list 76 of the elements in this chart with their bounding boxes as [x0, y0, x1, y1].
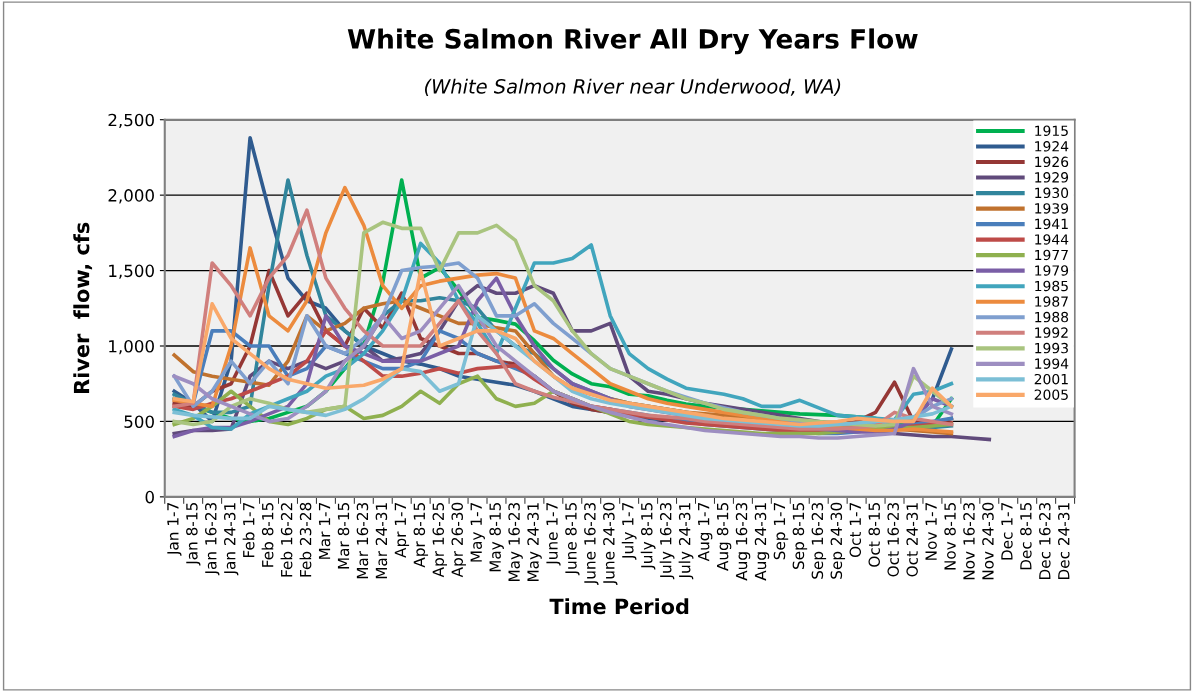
legend-label: 1987: [1035, 296, 1068, 307]
x-tick-label: Oct 1-7: [849, 503, 862, 558]
x-tick-label: Mar 24-31: [375, 503, 388, 579]
legend-label: 1985: [1035, 280, 1068, 292]
legend-label: 2005: [1034, 389, 1068, 400]
legend-label: 1915: [1035, 125, 1068, 137]
x-tick-label: Feb 23-28: [299, 502, 312, 577]
x-tick-label: Apr 1-7: [394, 503, 410, 558]
x-tick-label: Mar 8-15: [337, 503, 350, 569]
x-tick-label: Feb 16-22: [280, 503, 293, 577]
x-tick-label: July 16-23: [659, 502, 675, 580]
x-axis-title: Time Period: [549, 598, 689, 615]
legend-label: 1924: [1035, 141, 1069, 152]
y-tick-label: 2,000: [108, 189, 154, 204]
legend-label: 1941: [1035, 218, 1068, 230]
x-tick-label: Oct 16-23: [887, 502, 899, 577]
x-tick-label: Oct 8-15: [868, 503, 881, 567]
x-tick-label: Dec 1-7: [1001, 503, 1013, 560]
x-tick-label: Dec 8-15: [1020, 503, 1032, 570]
x-tick-label: Jan 24-31: [223, 503, 239, 576]
x-tick-label: July 24-31: [678, 503, 694, 580]
legend-label: 1979: [1035, 265, 1069, 276]
x-tick-label: Oct 24-31: [906, 503, 918, 577]
x-tick-label: Sep 24-30: [830, 502, 846, 579]
legend-label: 1977: [1035, 249, 1068, 261]
x-tick-label: Jan 16-23: [205, 502, 220, 576]
x-tick-label: Sep 8-15: [792, 503, 808, 570]
x-tick-label: Apr 8-15: [413, 503, 429, 568]
legend-label: 1939: [1035, 203, 1069, 214]
y-tick-label: 1,000: [109, 339, 154, 355]
legend-label: 1992: [1035, 327, 1068, 338]
x-tick-label: May 8-15: [489, 503, 504, 572]
x-tick-label: Mar 16-23: [356, 502, 369, 579]
x-tick-label: Aug 24-31: [754, 503, 770, 581]
x-tick-label: May 24-31: [527, 503, 542, 582]
x-tick-label: June 16-23: [584, 502, 599, 586]
legend-label: 1993: [1035, 342, 1068, 354]
x-tick-label: Feb 8-15: [261, 503, 274, 567]
x-tick-label: May 1-7: [470, 503, 485, 562]
x-tick-label: June 8-15: [565, 503, 580, 576]
x-tick-label: Nov 1-7: [925, 503, 937, 560]
legend-label: 1988: [1035, 311, 1069, 323]
x-tick-label: Jan 1-7: [167, 503, 182, 556]
legend-label: 1929: [1035, 172, 1069, 183]
legend-label: 2001: [1034, 373, 1068, 385]
x-tick-label: Aug 1-7: [698, 503, 713, 562]
x-tick-label: Feb 1-7: [242, 503, 255, 558]
legend-label: 1994: [1035, 358, 1069, 369]
x-tick-label: Apr 16-25: [432, 503, 448, 578]
x-tick-label: June 1-7: [546, 503, 561, 566]
x-tick-label: May 16-23: [508, 502, 523, 582]
y-tick-label: 2,500: [108, 113, 154, 128]
x-tick-label: Sep 16-23: [811, 502, 827, 579]
x-tick-label: Jan 8-15: [186, 503, 201, 566]
legend-label: 1926: [1035, 156, 1069, 168]
x-tick-label: July 1-7: [621, 503, 637, 560]
y-tick-label: 1,500: [109, 264, 154, 279]
chart-title: White Salmon River All Dry Years Flow: [347, 28, 918, 55]
legend-label: 1930: [1035, 187, 1069, 199]
x-tick-label: Aug 16-23: [735, 502, 751, 581]
x-tick-label: Aug 8-15: [716, 503, 732, 571]
y-axis-title: River flow, cfs: [73, 222, 93, 393]
x-tick-label: June 24-30: [603, 502, 618, 586]
x-tick-label: Dec 24-31: [1058, 503, 1070, 580]
x-tick-label: Dec 16-23: [1039, 502, 1051, 580]
chart-subtitle: (White Salmon River near Underwood, WA): [425, 78, 841, 96]
legend-label: 1944: [1035, 234, 1069, 245]
x-tick-label: Nov 24-30: [982, 502, 994, 580]
x-tick-label: July 8-15: [640, 503, 656, 570]
x-tick-label: Sep 1-7: [773, 503, 789, 560]
x-tick-label: Nov 16-23: [963, 502, 975, 580]
x-tick-label: Nov 8-15: [944, 503, 956, 570]
x-tick-label: Mar 1-7: [318, 503, 331, 559]
y-tick-label: 0: [145, 490, 154, 504]
y-tick-label: 500: [124, 415, 154, 428]
x-tick-label: Apr 26-30: [451, 502, 466, 578]
